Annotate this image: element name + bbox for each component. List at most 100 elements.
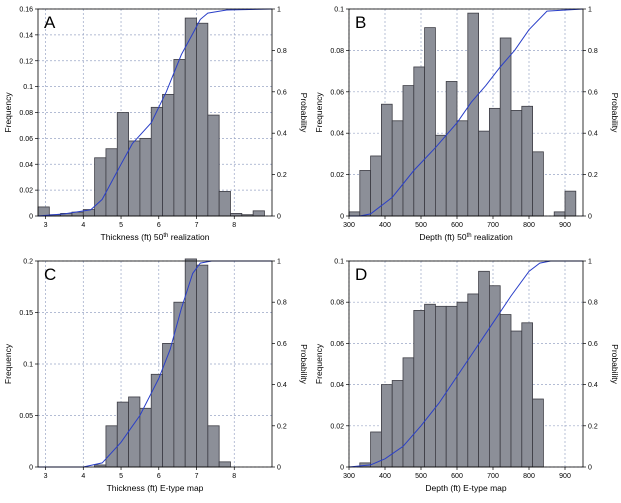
- y-tick-label: 0.15: [19, 310, 33, 317]
- x-axis-label: Depth (ft) E-type map: [425, 483, 507, 493]
- histogram-bar: [128, 140, 141, 217]
- x-axis-label: Depth (ft) 50th realization: [419, 232, 513, 242]
- histogram-bar: [456, 120, 469, 217]
- y-tick-label: 0.08: [330, 300, 344, 307]
- histogram-bar: [150, 373, 163, 468]
- y2-axis-label: Probability: [610, 344, 620, 384]
- y-tick-label: 0.12: [19, 58, 33, 65]
- histogram-bar: [435, 134, 447, 217]
- chart-panel-a: 3 4 5 6 7 8 0 0.02 0.04 0.06 0.08 0.1 0.12 0.14 0.16 0 0…: [0, 0, 310, 252]
- histogram-bar: [532, 398, 544, 468]
- chart-panel-b: 300 400 500 600 700 800 900 0 0.02 0.04 0.06 0.08 0.…: [311, 0, 621, 252]
- y-axis-label: Frequency: [3, 343, 13, 384]
- histogram-bar: [467, 12, 480, 217]
- histogram-bar: [424, 27, 436, 217]
- y2-tick-label: 0.2: [588, 172, 598, 179]
- histogram-bar: [37, 206, 50, 217]
- x-tick-label: 800: [523, 222, 535, 229]
- x-tick-label: 900: [559, 222, 571, 229]
- cdf-line: [349, 8, 584, 217]
- histogram-chart: 300 400 500 600 700 800 900 0 0.02 0.04 0.06 0.08 0.…: [314, 259, 620, 494]
- panel-label: D: [355, 265, 367, 284]
- x-tick-label: 500: [415, 473, 427, 480]
- y-tick-label: 0.2: [23, 259, 33, 266]
- histogram-bar: [521, 322, 534, 468]
- y-tick-label: 0: [340, 214, 344, 221]
- histogram-bar: [391, 380, 404, 468]
- x-tick-label: 300: [343, 222, 355, 229]
- histogram-bar: [94, 157, 107, 217]
- histogram-bar: [435, 305, 447, 468]
- histogram-bar: [510, 110, 523, 217]
- y2-axis-label: Probability: [299, 93, 309, 133]
- y2-tick-label: 0: [277, 465, 281, 472]
- x-tick-label: 700: [487, 473, 499, 480]
- y2-tick-label: 0.2: [277, 423, 287, 430]
- y2-tick-label: 0.6: [277, 341, 287, 348]
- y2-tick-label: 1: [277, 259, 281, 266]
- histogram-bar: [162, 343, 175, 468]
- y-tick-label: 0.04: [19, 162, 33, 169]
- x-tick-label: 8: [232, 473, 236, 480]
- y2-tick-label: 0.4: [277, 131, 287, 138]
- histogram-bar: [413, 66, 426, 217]
- y2-tick-label: 0.6: [588, 89, 598, 96]
- x-tick-label: 6: [157, 473, 161, 480]
- plot-frame: [348, 8, 584, 217]
- histogram-bar: [252, 210, 265, 217]
- histogram-bar: [150, 106, 163, 217]
- y-tick-label: 0.1: [334, 7, 344, 14]
- x-tick-label: 5: [119, 222, 123, 229]
- histogram-bar: [456, 301, 469, 468]
- histogram-bar: [348, 211, 361, 217]
- histogram-bar: [478, 270, 490, 468]
- y-tick-label: 0.05: [19, 413, 33, 420]
- histogram-bar: [445, 305, 458, 468]
- histogram-bar: [184, 17, 197, 217]
- histogram-bar: [413, 310, 426, 468]
- y-tick-label: 0.02: [330, 172, 344, 179]
- histogram-bar: [173, 59, 186, 217]
- y2-tick-label: 1: [277, 7, 281, 14]
- plot-frame: [348, 260, 584, 468]
- histogram-bar: [467, 293, 480, 468]
- y-tick-label: 0.06: [330, 89, 344, 96]
- cdf-line: [37, 8, 273, 217]
- y-tick-label: 0.08: [19, 110, 33, 117]
- y2-tick-label: 1: [588, 259, 592, 266]
- y2-tick-label: 0: [588, 465, 592, 472]
- x-tick-label: 900: [559, 473, 571, 480]
- x-tick-label: 8: [232, 222, 236, 229]
- histogram-bar: [499, 314, 512, 468]
- y2-tick-label: 0: [588, 214, 592, 221]
- histogram-bar: [510, 330, 523, 468]
- chart-panel-d: 300 400 500 600 700 800 900 0 0.02 0.04 0.06 0.08 0.…: [311, 252, 621, 503]
- histogram-bar: [128, 396, 141, 468]
- histogram-chart: 3 4 5 6 7 8 0 0.05 0.1 0.15 0.2 0 0.2 0.4 0.6 0.8 1 Thick…: [3, 259, 309, 494]
- y2-tick-label: 0.4: [277, 382, 287, 389]
- y-tick-label: 0.1: [23, 362, 33, 369]
- y-tick-label: 0.1: [23, 84, 33, 91]
- histogram-bar: [532, 151, 544, 217]
- x-tick-label: 4: [81, 222, 85, 229]
- y2-tick-label: 0.8: [588, 300, 598, 307]
- y2-tick-label: 0.8: [277, 300, 287, 307]
- cdf-line: [38, 260, 272, 468]
- histogram-bar: [162, 93, 175, 217]
- histogram-chart: 3 4 5 6 7 8 0 0.02 0.04 0.06 0.08 0.1 0.12 0.14 0.16 0 0…: [3, 7, 309, 243]
- x-tick-label: 5: [119, 473, 123, 480]
- histogram-bar: [105, 425, 118, 468]
- y2-tick-label: 0: [277, 214, 281, 221]
- histogram-bar: [116, 112, 129, 217]
- y-tick-label: 0.04: [330, 382, 344, 389]
- histogram-chart: 300 400 500 600 700 800 900 0 0.02 0.04 0.06 0.08 0.…: [314, 7, 620, 243]
- histogram-bar: [370, 431, 382, 468]
- chart-panel-c: 3 4 5 6 7 8 0 0.05 0.1 0.15 0.2 0 0.2 0.4 0.6 0.8 1 Thick…: [0, 252, 310, 503]
- x-tick-label: 800: [523, 473, 535, 480]
- y-tick-label: 0: [340, 465, 344, 472]
- y-tick-label: 0.04: [330, 131, 344, 138]
- y2-tick-label: 0.6: [277, 89, 287, 96]
- y2-axis-label: Probability: [299, 344, 309, 384]
- y2-tick-label: 0.4: [588, 131, 598, 138]
- panel-label: B: [355, 13, 366, 32]
